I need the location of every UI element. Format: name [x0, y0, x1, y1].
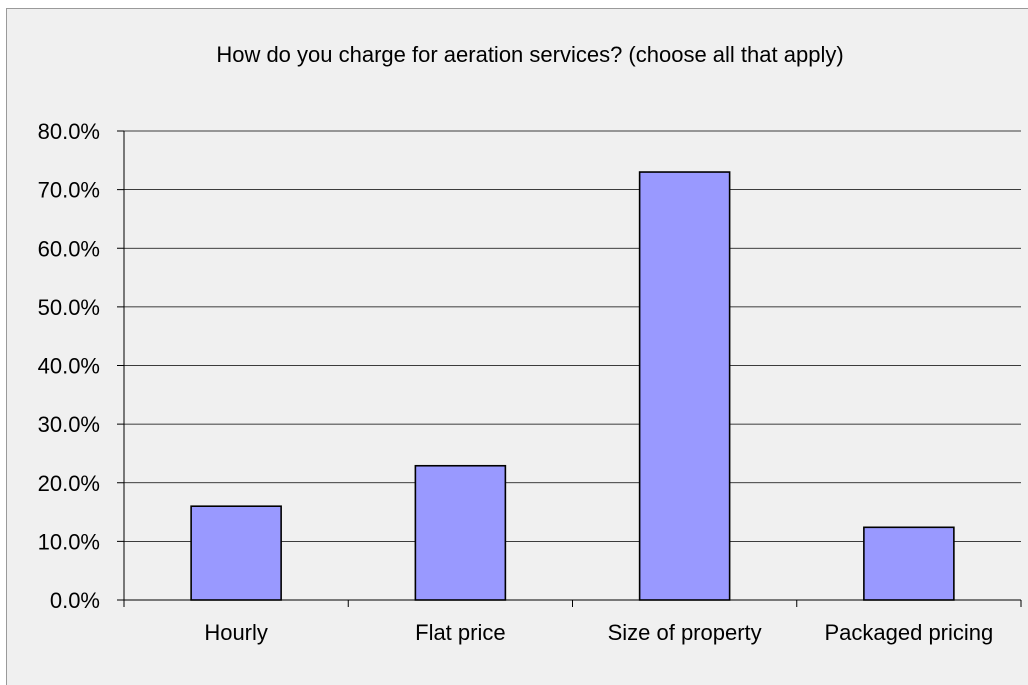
x-tick-label: Hourly	[204, 620, 268, 645]
x-tick-label: Packaged pricing	[824, 620, 993, 645]
y-tick-label: 10.0%	[38, 529, 100, 554]
chart-title: How do you charge for aeration services?…	[216, 42, 843, 67]
bar-hourly	[190, 505, 282, 601]
bar-size-of-property	[638, 171, 731, 601]
y-tick-label: 30.0%	[38, 412, 100, 437]
chart-frame	[6, 8, 1028, 685]
bar-flat-price	[414, 464, 507, 601]
x-tick-labels: Hourly Flat price Size of property Packaged…	[204, 620, 993, 645]
x-tick-label: Flat price	[415, 620, 505, 645]
y-tick-label: 20.0%	[38, 471, 100, 496]
y-tick-labels: 0.0% 10.0% 20.0% 30.0% 40.0% 50.0% 60.0% 70.0% 8…	[38, 119, 100, 613]
y-tick-label: 0.0%	[50, 588, 100, 613]
y-tick-label: 60.0%	[38, 236, 100, 261]
bars	[190, 171, 955, 601]
y-tick-label: 50.0%	[38, 295, 100, 320]
y-tick-label: 40.0%	[38, 354, 100, 379]
gridlines	[124, 130, 1021, 542]
x-tick-label: Size of property	[608, 620, 762, 645]
bar-packaged-pricing	[863, 526, 955, 601]
y-tick-label: 70.0%	[38, 178, 100, 203]
y-tick-label: 80.0%	[38, 119, 100, 144]
